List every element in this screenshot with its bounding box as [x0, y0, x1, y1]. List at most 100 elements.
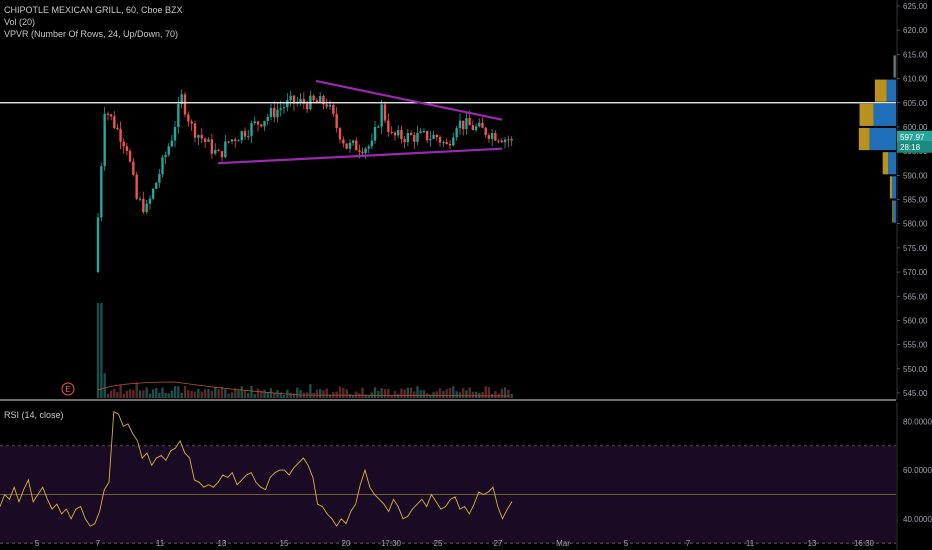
candle: [122, 138, 125, 154]
volume-bar: [135, 382, 138, 398]
candle-body: [406, 133, 410, 143]
candle: [227, 141, 230, 144]
candle-body: [332, 104, 335, 115]
candle-body: [484, 127, 487, 136]
candle: [367, 144, 370, 154]
candle: [377, 124, 380, 128]
volume-ma-line: [97, 381, 511, 397]
volume-bar: [155, 388, 158, 398]
candle: [210, 133, 214, 160]
candle-body: [315, 100, 319, 103]
volume-bar: [328, 394, 332, 398]
candle-body: [193, 123, 197, 138]
candle: [158, 168, 161, 188]
time-axis: 5 7 11 13 15 20 17:30 25 27 Mar 5 7 11 13 16:30: [35, 539, 875, 548]
candle: [269, 103, 273, 121]
candle-body: [197, 135, 200, 138]
volume-bar: [299, 390, 302, 398]
vpvr-up-bar: [873, 103, 896, 126]
volume-bar: [348, 394, 352, 398]
time-tick-label: 5: [35, 539, 40, 548]
candle: [132, 158, 135, 177]
volume-bar: [471, 391, 475, 398]
volume-bar: [435, 391, 438, 398]
candle: [318, 92, 322, 103]
candle-body: [247, 135, 250, 137]
volume-bar: [125, 390, 129, 398]
candle: [142, 191, 145, 214]
candle-body: [230, 139, 234, 142]
volume-bar: [462, 388, 465, 398]
candle-body: [170, 140, 174, 147]
volume-bar: [167, 393, 170, 398]
candle: [263, 120, 266, 131]
candle-body: [167, 146, 170, 155]
candle-body: [103, 113, 106, 167]
candle-body: [338, 128, 342, 140]
volume-bar: [100, 303, 103, 398]
candle: [465, 111, 468, 135]
candle: [338, 126, 342, 144]
candle: [422, 128, 426, 134]
volume-bar: [237, 390, 240, 398]
volume-bar: [266, 391, 269, 398]
candle-body: [432, 134, 435, 139]
candle-body: [164, 154, 167, 158]
candle-body: [276, 109, 279, 118]
candle-body: [200, 135, 203, 139]
candle: [243, 127, 247, 140]
candle: [510, 136, 513, 147]
volume-legend: Vol (20): [4, 17, 36, 27]
candle-body: [487, 135, 491, 139]
candle: [116, 124, 119, 131]
candle-body: [158, 174, 161, 183]
volume-bar: [351, 395, 355, 398]
candle-body: [342, 139, 345, 144]
candle-body: [445, 142, 448, 144]
volume-bar: [227, 393, 230, 398]
rsi-line: [0, 410, 513, 527]
candle: [170, 134, 174, 148]
candle: [497, 139, 500, 144]
candle: [214, 143, 217, 156]
volume-bar: [292, 393, 296, 398]
candle-body: [220, 151, 224, 158]
volume-bar: [481, 391, 484, 398]
volume-bar: [113, 388, 116, 398]
time-tick-label: 25: [434, 539, 443, 548]
price-tick-label: 625.00: [903, 2, 928, 11]
candle-body: [419, 131, 422, 133]
candle-body: [387, 120, 390, 132]
candle: [373, 120, 377, 144]
volume-bar: [200, 391, 203, 398]
candle-body: [151, 188, 155, 199]
volume-bar: [151, 389, 155, 398]
volume-bar: [335, 391, 338, 398]
volume-bar: [217, 389, 220, 398]
volume-bar: [187, 390, 190, 398]
candle-body: [161, 157, 164, 175]
volume-bar: [240, 386, 243, 398]
candle-body: [250, 123, 253, 136]
candle: [125, 143, 129, 156]
candle: [397, 125, 400, 138]
candle-body: [187, 114, 190, 122]
volume-bar: [309, 384, 312, 398]
candle-body: [119, 128, 122, 142]
candle-body: [132, 161, 135, 175]
candle: [345, 143, 348, 150]
candle-body: [210, 139, 214, 154]
candle: [432, 130, 435, 140]
volume-bar: [260, 390, 263, 398]
candle-body: [263, 121, 266, 127]
candle-body: [128, 150, 132, 162]
candle: [148, 195, 152, 210]
price-tick-label: 605.00: [903, 99, 928, 108]
candle-body: [474, 126, 478, 131]
volume-bar: [474, 391, 478, 398]
candle-body: [380, 104, 383, 127]
candle-body: [190, 121, 193, 124]
candle-body: [207, 139, 210, 142]
volume-bar: [145, 387, 148, 398]
volume-bar: [383, 388, 387, 398]
